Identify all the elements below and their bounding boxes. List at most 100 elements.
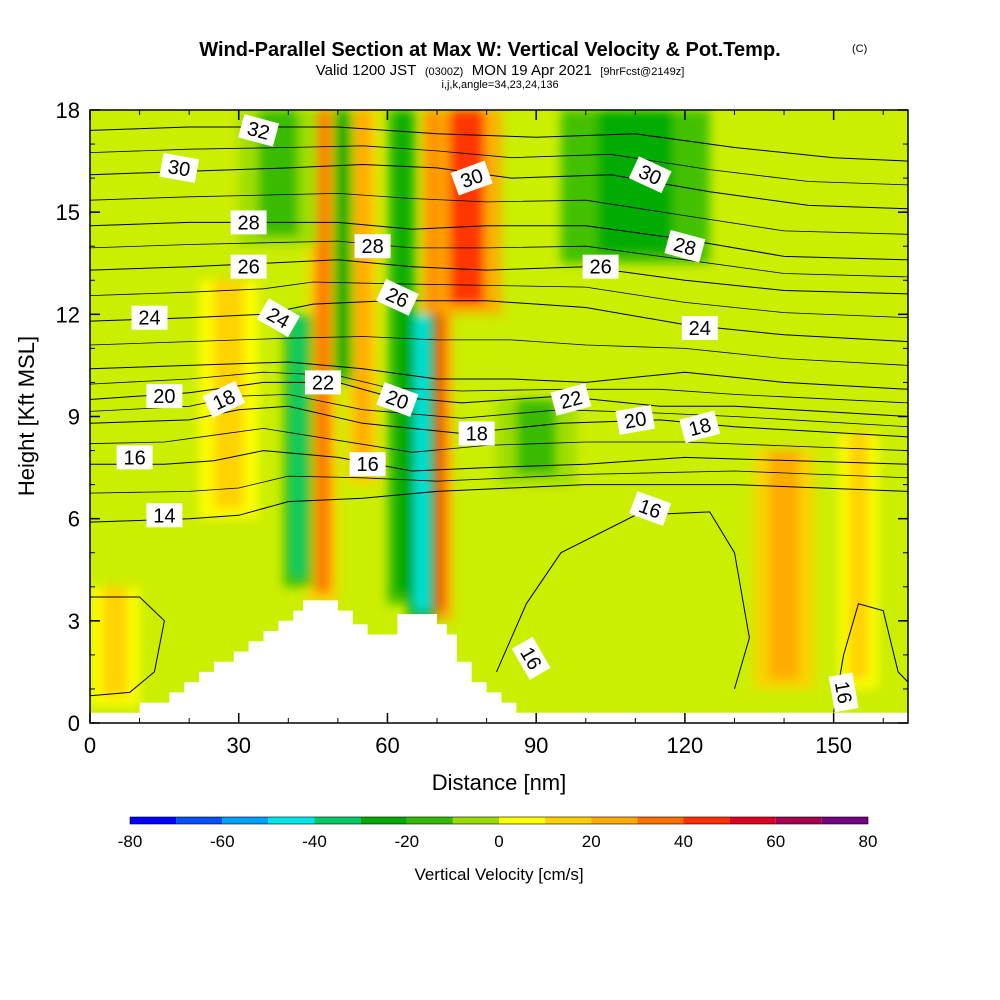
colorbar-swatch [545, 817, 592, 824]
x-tick-label: 90 [524, 733, 548, 758]
contour-label-text: 16 [356, 454, 378, 476]
subtitle-zulu: (0300Z) [425, 66, 464, 78]
x-axis: 0 30 60 90 120 150 [84, 110, 884, 758]
isentrope-line [90, 361, 908, 390]
y-tick-label: 12 [56, 302, 80, 327]
chart-subtitle: Valid 1200 JST (0300Z) MON 19 Apr 2021 [… [316, 62, 685, 79]
contour-label-box [256, 298, 300, 338]
colorbar-swatch [821, 817, 868, 824]
y-tick-label: 3 [68, 609, 80, 634]
contour-label: 30 [159, 152, 200, 183]
colorbar-swatch [314, 817, 361, 824]
contour-label-text: 28 [361, 236, 383, 258]
isentrope-line [90, 336, 908, 366]
colorbar-swatch [729, 817, 776, 824]
isentrope-line [90, 126, 908, 162]
contour-label-box [230, 254, 267, 279]
velocity-band-core [315, 110, 331, 594]
isentrope-line [90, 300, 908, 343]
colorbar-tick-label: 40 [674, 832, 693, 851]
contour-label-text: 30 [166, 156, 192, 182]
contour-label-box [238, 114, 280, 147]
isentrope-line [90, 281, 908, 319]
isentrope-line [90, 427, 908, 453]
contour-label: 20 [615, 404, 656, 435]
colorbar-swatch [499, 817, 546, 824]
isentrope-line [90, 371, 908, 404]
isentrope-line [90, 240, 908, 278]
colorbar-tick-label: -80 [118, 832, 143, 851]
contour-label: 24 [131, 305, 168, 330]
chart-title-block: Wind-Parallel Section at Max W: Vertical… [199, 39, 867, 91]
contour-label-text: 20 [623, 408, 649, 434]
contour-label: 28 [230, 210, 267, 235]
isentrope-line [90, 596, 165, 697]
colorbar-swatch [406, 817, 453, 824]
contour-label-text: 26 [237, 257, 259, 279]
contour-label-box [230, 210, 267, 235]
colorbar-swatch [268, 817, 315, 824]
contour-label: 28 [354, 234, 391, 259]
isentrope-line [90, 192, 908, 235]
velocity-band-core [769, 450, 799, 679]
velocity-band-core [414, 314, 430, 611]
x-tick-label: 60 [375, 733, 399, 758]
contour-label: 18 [679, 410, 721, 443]
velocity-band-core [394, 110, 410, 594]
contour-label: 20 [146, 384, 183, 409]
contour-label: 26 [230, 254, 267, 279]
contour-label-box [828, 672, 859, 713]
colorbar-tick-label: 80 [859, 832, 878, 851]
contour-label-box [681, 316, 718, 340]
contour-label-box [116, 445, 153, 470]
contour-label: 26 [582, 254, 619, 279]
subtitle-forecast: [9hrFcst@2149z] [600, 66, 684, 78]
contour-label-box [615, 404, 656, 435]
contour-label: 18 [458, 421, 495, 446]
contour-label: 24 [681, 316, 718, 340]
contour-label-text: 18 [466, 424, 488, 446]
velocity-band-core [290, 314, 306, 577]
contour-label-box [349, 452, 386, 477]
colorbar-tick-label: 60 [766, 832, 785, 851]
velocity-band-core [102, 586, 128, 696]
contour-label-text: 24 [689, 318, 711, 340]
contour-label-box [131, 305, 168, 330]
x-tick-label: 0 [84, 733, 96, 758]
contour-label-box [629, 491, 672, 526]
contour-label-box [679, 410, 721, 443]
contour-label-text: 16 [830, 680, 856, 706]
isentrope-line [90, 221, 908, 261]
isentrope-line [496, 511, 750, 690]
contour-label-text: 22 [312, 372, 334, 394]
contour-label-text: 14 [153, 505, 175, 527]
colorbar-swatch [360, 817, 407, 824]
contour-label-box [354, 234, 391, 259]
x-axis-label: Distance [nm] [432, 770, 567, 795]
contour-label-text: 16 [123, 447, 145, 469]
y-tick-label: 0 [68, 711, 80, 736]
y-axis: 0 3 6 9 12 15 18 [56, 98, 908, 736]
contour-label-box [664, 229, 706, 263]
colorbar-swatch [176, 817, 223, 824]
velocity-band-core [449, 110, 485, 305]
contour-label-text: 26 [589, 257, 611, 279]
contour-label-box [159, 152, 200, 183]
x-tick-label: 120 [667, 733, 704, 758]
colorbar: -80 -60 -40 -20 0 20 40 60 80 [118, 816, 878, 851]
colorbar-tick-label: 20 [582, 832, 601, 851]
contour-label-text: 24 [138, 308, 160, 330]
colorbar-swatch [452, 817, 499, 824]
x-tick-label: 30 [226, 733, 250, 758]
contour-label: 20 [376, 382, 419, 417]
chart-title-suffix: (C) [852, 43, 867, 55]
colorbar-frame [129, 816, 869, 825]
isentrope-line [90, 470, 908, 494]
contour-label: 22 [305, 370, 341, 395]
contour-label-box [376, 382, 419, 417]
contour-label-box [450, 160, 493, 196]
colorbar-swatch [130, 817, 177, 824]
